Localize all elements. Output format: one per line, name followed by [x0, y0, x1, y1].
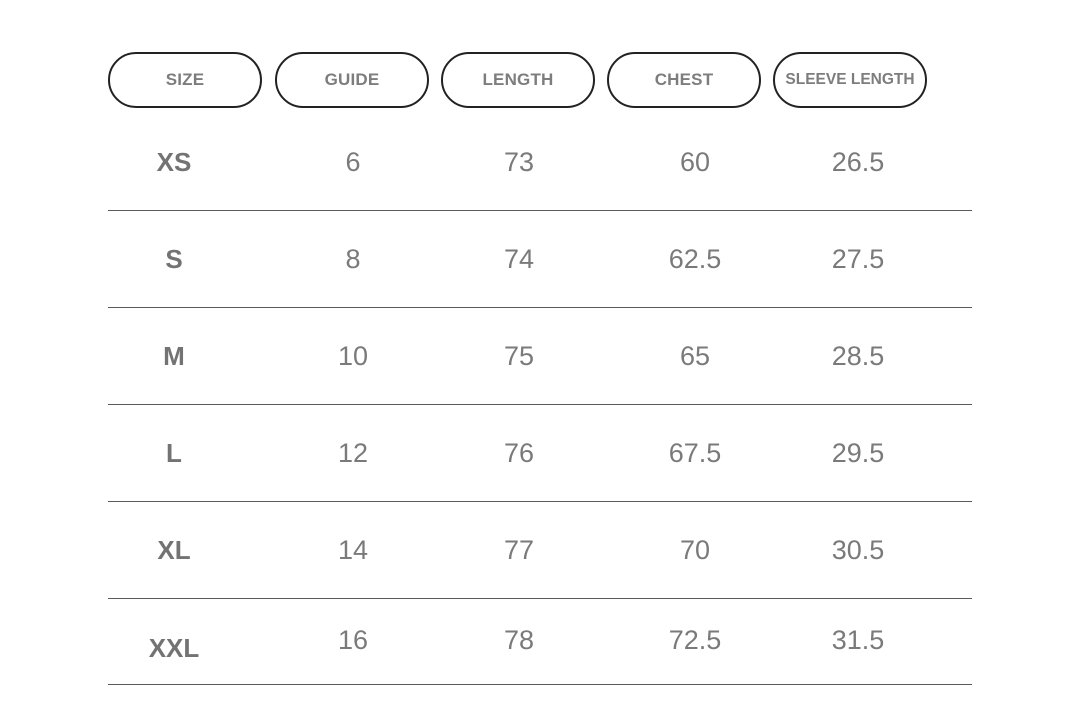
header-size: SIZE	[108, 52, 262, 108]
table-row: M 10 75 65 28.5	[108, 308, 972, 405]
header-chest: CHEST	[607, 52, 761, 108]
sleeve-cell: 26.5	[831, 146, 885, 177]
length-cell: 74	[503, 243, 535, 274]
length-cell: 76	[503, 437, 535, 468]
header-length: LENGTH	[441, 52, 595, 108]
table-row: XL 14 77 70 30.5	[108, 502, 972, 599]
table-row: XXL 16 78 72.5 31.5	[108, 599, 972, 685]
table-row: S 8 74 62.5 27.5	[108, 211, 972, 308]
guide-cell: 16	[337, 625, 369, 655]
guide-cell: 14	[337, 534, 369, 565]
sleeve-cell: 29.5	[831, 437, 885, 468]
chest-cell: 72.5	[668, 625, 722, 655]
sleeve-cell: 30.5	[831, 534, 885, 565]
length-cell: 75	[503, 340, 535, 371]
chest-cell: 60	[679, 146, 711, 177]
table-body: XS 6 73 60 26.5 S 8 74 62.5 27.5 M 10 75…	[108, 114, 972, 685]
size-cell: XXL	[148, 633, 200, 663]
header-guide: GUIDE	[275, 52, 429, 108]
chest-cell: 70	[679, 534, 711, 565]
size-cell: XS	[156, 146, 192, 177]
table-row: XS 6 73 60 26.5	[108, 114, 972, 211]
length-cell: 73	[503, 146, 535, 177]
header-sleeve-length: SLEEVE LENGTH	[773, 52, 927, 108]
chest-cell: 67.5	[668, 437, 722, 468]
chest-cell: 65	[679, 340, 711, 371]
guide-cell: 10	[337, 340, 369, 371]
sleeve-cell: 28.5	[831, 340, 885, 371]
size-cell: M	[163, 340, 185, 371]
size-cell: XL	[157, 534, 191, 565]
sleeve-cell: 27.5	[831, 243, 885, 274]
table-row: L 12 76 67.5 29.5	[108, 405, 972, 502]
guide-cell: 12	[337, 437, 369, 468]
size-cell: L	[166, 437, 182, 468]
chest-cell: 62.5	[668, 243, 722, 274]
guide-cell: 6	[345, 146, 361, 177]
sleeve-cell: 31.5	[831, 625, 885, 655]
length-cell: 78	[503, 625, 535, 655]
header-row: SIZE GUIDE LENGTH CHEST SLEEVE LENGTH	[108, 52, 972, 110]
size-cell: S	[165, 243, 183, 274]
guide-cell: 8	[345, 243, 361, 274]
length-cell: 77	[503, 534, 535, 565]
size-chart-table: SIZE GUIDE LENGTH CHEST SLEEVE LENGTH XS…	[108, 52, 972, 685]
